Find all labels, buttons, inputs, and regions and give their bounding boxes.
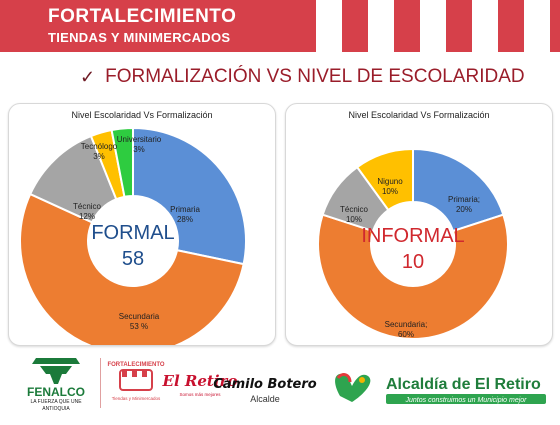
slice-value-label: 28% xyxy=(177,215,193,224)
el-retiro-logo: El Retiro Somos más mejores xyxy=(162,372,238,397)
slice-3 xyxy=(355,147,414,212)
center-label: INFORMAL xyxy=(361,225,464,247)
donut-chart-informal: Primaria;20%Secundaria;60%Técnico10%Nigu… xyxy=(317,147,509,340)
slice-value-label: 10% xyxy=(346,215,362,224)
slice-name-label: Universitario xyxy=(117,135,162,144)
alcaldia-name: Alcaldía de El Retiro xyxy=(386,376,541,393)
alcaldia-logo: Alcaldía de El Retiro Juntos construimos… xyxy=(335,373,546,404)
slice-value-label: 3% xyxy=(93,152,105,161)
alcalde-label: Alcalde xyxy=(250,394,280,404)
retiro-tag: Somos más mejores xyxy=(179,392,221,397)
slice-value-label: 20% xyxy=(456,205,472,214)
footer-logos: FENALCO LA FUERZA QUE UNE ANTIOQUIA FORT… xyxy=(0,352,560,420)
slice-1 xyxy=(317,213,509,340)
slice-name-label: Tecnólogo xyxy=(81,142,118,151)
camilo-botero-logo: Camilo Botero Alcalde xyxy=(213,377,317,404)
slice-name-label: Secundaria xyxy=(119,312,160,321)
fenalco-name: FENALCO xyxy=(27,385,85,399)
header-banner: FORTALECIMIENTO TIENDAS Y MINIMERCADOS xyxy=(0,0,560,52)
banner-title: FORTALECIMIENTO xyxy=(48,6,237,27)
chart-panel-informal: Nivel Escolaridad Vs Formalización Prima… xyxy=(285,103,553,346)
slice-name-label: Primaria xyxy=(170,205,200,214)
slice-name-label: Secundaria; xyxy=(385,320,428,329)
slice-name-label: Primaria; xyxy=(448,195,480,204)
slice-name-label: Técnico xyxy=(340,205,369,214)
slide-heading: ✓ FORMALIZACIÓN VS NIVEL DE ESCOLARIDAD xyxy=(80,66,525,88)
chart-panel-formal: Nivel Escolaridad Vs Formalización Prima… xyxy=(8,103,276,346)
fort-logo-text: FORTALECIMIENTO xyxy=(107,362,164,368)
slice-1 xyxy=(19,192,245,345)
chart-title: Nivel Escolaridad Vs Formalización xyxy=(348,110,490,120)
slice-value-label: 53 % xyxy=(130,322,148,331)
fort-logo-sub: Tiendas y Minimercados xyxy=(112,396,161,401)
retiro-text: El Retiro xyxy=(162,372,238,390)
banner-subtitle: TIENDAS Y MINIMERCADOS xyxy=(48,30,231,45)
slice-0 xyxy=(132,126,247,266)
slice-4 xyxy=(110,126,134,198)
fenalco-logo: FENALCO LA FUERZA QUE UNE ANTIOQUIA xyxy=(27,358,85,412)
slice-value-label: 12% xyxy=(79,212,95,221)
center-value: 58 xyxy=(122,248,144,270)
alcaldia-tag: Juntos construimos un Municipio mejor xyxy=(405,397,528,404)
center-label: FORMAL xyxy=(91,222,174,244)
fenalco-region: ANTIOQUIA xyxy=(42,406,70,412)
center-value: 10 xyxy=(402,251,424,273)
footer-logo-strip: FENALCO LA FUERZA QUE UNE ANTIOQUIA FORT… xyxy=(27,358,546,412)
camilo-name: Camilo Botero xyxy=(213,377,317,392)
footer-divider xyxy=(100,358,101,408)
slice-value-label: 3% xyxy=(133,145,145,154)
chart-title: Nivel Escolaridad Vs Formalización xyxy=(71,110,213,120)
fenalco-tag: LA FUERZA QUE UNE xyxy=(30,399,82,405)
slice-value-label: 60% xyxy=(398,330,414,339)
fortalecimiento-logo: FORTALECIMIENTO Tiendas y Minimercados xyxy=(107,362,164,401)
check-icon: ✓ xyxy=(80,66,96,87)
slice-name-label: Niguno xyxy=(377,177,403,186)
slice-name-label: Técnico xyxy=(73,202,102,211)
heading-text: FORMALIZACIÓN VS NIVEL DE ESCOLARIDAD xyxy=(105,66,525,87)
slice-0 xyxy=(412,147,505,233)
slice-value-label: 10% xyxy=(382,187,398,196)
